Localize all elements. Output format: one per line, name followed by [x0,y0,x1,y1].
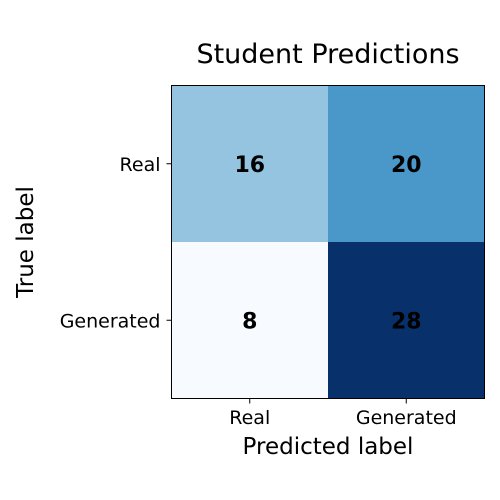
plot-frame [171,85,485,399]
y-tick-label-1: Generated [60,310,161,332]
heatmap-cell-1-0 [171,242,328,399]
x-tick-label-0: Real [229,407,270,429]
chart-title: Student Predictions [196,39,459,70]
heatmap-cell-0-1 [328,85,485,242]
cell-annotations: 16 20 8 28 [234,153,421,335]
x-axis-ticks: Real Generated [229,398,457,429]
heatmap-cell-0-0 [171,85,328,242]
heatmap-cells [171,85,485,399]
cell-value-1-0: 8 [242,309,257,334]
x-tick-label-1: Generated [356,407,457,429]
y-axis-label: True label [13,186,39,299]
cell-value-1-1: 28 [391,309,422,334]
heatmap-cell-1-1 [328,242,485,399]
y-axis-ticks: Real Generated [60,154,172,332]
cell-value-0-1: 20 [391,153,422,178]
y-tick-label-0: Real [120,154,161,176]
cell-value-0-0: 16 [234,153,265,178]
x-axis-label: Predicted label [243,434,414,460]
